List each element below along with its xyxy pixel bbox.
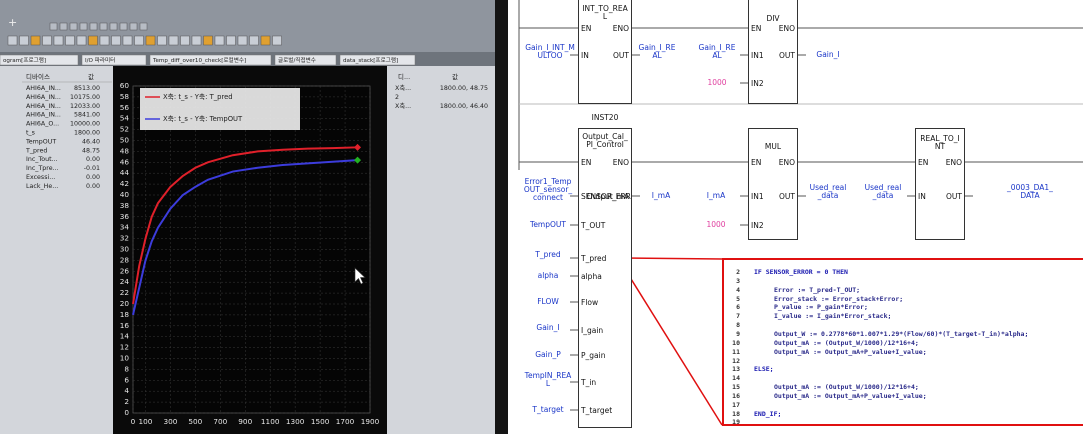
block-name: INT_TO_REAL [581,5,629,21]
variable-label: TempIN_REAL [523,372,573,388]
input-pin: IN1 [751,193,764,201]
output-pin: ENO [946,159,962,167]
input-pin: Flow [581,299,598,307]
line-number: 12 [726,357,740,365]
variable-label: Gain_I_REAL [697,44,737,60]
line-number: 3 [726,277,740,285]
variable-label: Used_real_data [863,184,903,200]
input-pin: EN [751,25,761,33]
input-pin: P_gain [581,352,605,360]
function-block: Output_Cal_PI_ControlENSENSOR_ERRT_OUTT_… [578,128,632,428]
variable-label: T_target [523,406,573,414]
line-number: 4 [726,286,740,294]
code-popup: 2 IF SENSOR_ERROR = 0 THEN 34 Error := T_pr… [722,258,1083,426]
function-block: MUL EN IN1 IN2 ENO OUT [748,128,798,240]
line-number: 7 [726,312,740,320]
code-line: Output_mA := Output_mA+P_value+I_value; [774,348,927,356]
variable-label: FLOW [523,298,573,306]
output-pin: OUT [613,52,629,60]
output-pin: OUT [946,193,962,201]
line-number: 10 [726,339,740,347]
output-pin: ENO [613,25,629,33]
line-number: 14 [726,374,740,382]
output-pin: ENO [779,25,795,33]
input-pin: IN [581,52,589,60]
code-line: END_IF; [754,410,781,418]
code-line: IF SENSOR_ERROR = 0 THEN [754,268,848,276]
input-pin: I_gain [581,327,603,335]
variable-label: I_mA [641,192,681,200]
block-name: Output_Cal_PI_Control [581,133,629,149]
line-number: 18 [726,410,740,418]
input-pin: EN [918,159,928,167]
output-pin: ENO [613,159,629,167]
output-pin: OUT [779,52,795,60]
code-line: Error_stack := Error_stack+Error; [774,295,903,303]
output-pin: OUT [779,193,795,201]
function-block: DIV EN IN1 IN2 ENO OUT [748,0,798,104]
input-pin: alpha [581,273,602,281]
variable-label: Gain_I_REAL [637,44,677,60]
input-pin: T_target [581,407,612,415]
output-pin: Output_mA [587,193,629,201]
line-number: 9 [726,330,740,338]
variable-label: T_pred [523,251,573,259]
line-number: 13 [726,365,740,373]
screenshot: + ogram[프로그램]I/O 파라미터Temp_diff_over10_ch… [0,0,1083,434]
code-line: Error := T_pred-T_OUT; [774,286,860,294]
input-pin: T_pred [581,255,606,263]
code-line: Output_W := 0.2778*60*1.007*1.29*(Flow/6… [774,330,1028,338]
block-name: DIV [751,15,795,23]
variable-label: Error1_TempOUT_sensor_connect [522,178,574,202]
input-pin: EN [581,159,591,167]
code-line: ELSE; [754,365,774,373]
input-pin: IN1 [751,52,764,60]
variable-label: _0003_DA1_DATA [1005,184,1055,200]
constant-label: 1000 [702,79,732,87]
line-number: 8 [726,321,740,329]
line-number: 19 [726,418,740,426]
code-line: Output_mA := (Output_W/1000)/12*16+4; [774,339,919,347]
function-block: REAL_TO_INT EN IN ENO OUT [915,128,965,240]
input-pin: IN2 [751,222,764,230]
variable-label: I_mA [696,192,736,200]
line-number: 15 [726,383,740,391]
input-pin: T_OUT [581,222,605,230]
code-line: Output_mA := Output_mA+P_value+I_value; [774,392,927,400]
block-name: REAL_TO_INT [918,135,962,151]
variable-label: TempOUT [523,221,573,229]
variable-label: Gain_P [523,351,573,359]
block-name: MUL [751,143,795,151]
constant-label: 1000 [701,221,731,229]
input-pin: IN [918,193,926,201]
variable-label: alpha [523,272,573,280]
variable-label: Used_real_data [808,184,848,200]
line-number: 6 [726,303,740,311]
code-line: P_value := P_gain*Error; [774,303,868,311]
line-number: 16 [726,392,740,400]
line-number: 11 [726,348,740,356]
code-line: Output_mA := (Output_W/1000)/12*16+4; [774,383,919,391]
input-pin: EN [751,159,761,167]
variable-label: Gain_I [523,324,573,332]
variable-label: Gain_I [808,51,848,59]
output-pin: ENO [779,159,795,167]
code-line: I_value := I_gain*Error_stack; [774,312,891,320]
line-number: 2 [726,268,740,276]
function-block: INT_TO_REAL EN IN ENO OUT [578,0,632,104]
input-pin: IN2 [751,80,764,88]
block-instance: INST20 [592,113,619,122]
line-number: 17 [726,401,740,409]
variable-label: Gain_I_INT_MULTOO [525,44,575,60]
line-number: 5 [726,295,740,303]
input-pin: T_in [581,379,596,387]
input-pin: EN [581,25,591,33]
